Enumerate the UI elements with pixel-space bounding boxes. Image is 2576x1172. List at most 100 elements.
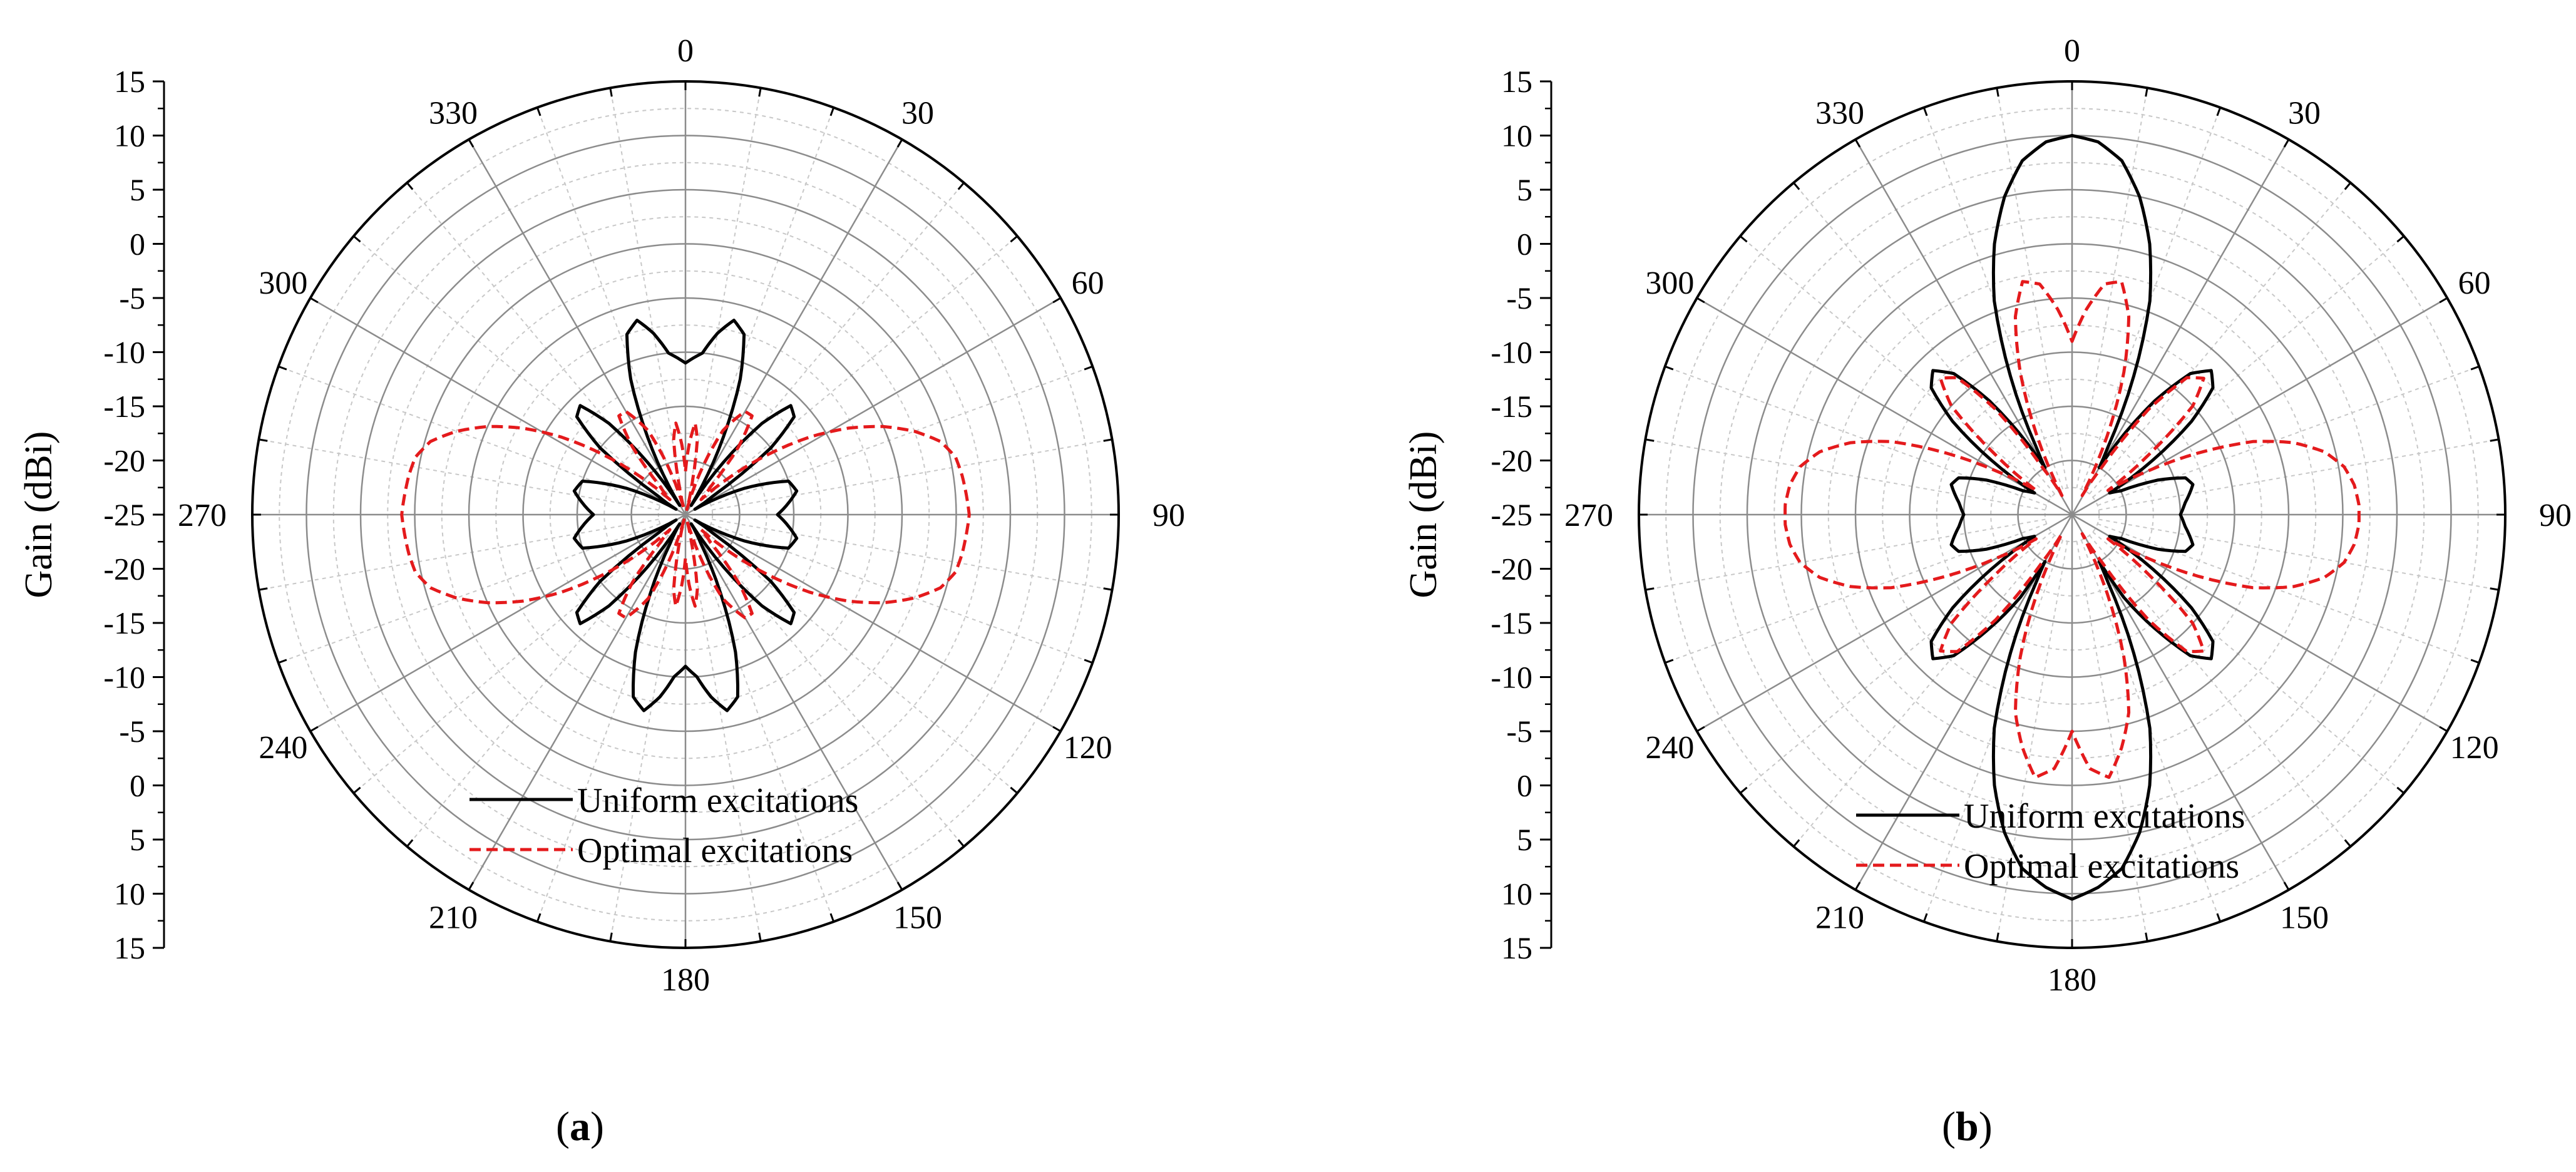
- minor-grid-spoke: [1740, 235, 2052, 498]
- minor-grid-spoke: [2098, 438, 2499, 511]
- major-grid-spoke: [685, 297, 1061, 516]
- minor-grid-spoke: [694, 107, 834, 490]
- angle-tick: [2490, 587, 2499, 591]
- angle-tick: [2396, 786, 2405, 794]
- angle-tick: [1084, 365, 1093, 371]
- caption-a: (a): [556, 1104, 604, 1149]
- major-grid-spoke: [2071, 139, 2290, 515]
- radial-tick-label: 10: [114, 118, 145, 153]
- radial-tick-label: 10: [114, 876, 145, 912]
- angle-label: 330: [1815, 95, 1864, 131]
- radial-tick-label: -15: [103, 605, 145, 640]
- angle-tick: [1010, 235, 1019, 243]
- angle-tick: [1739, 786, 1748, 794]
- major-grid-spoke: [2071, 513, 2448, 732]
- angle-tick: [957, 839, 965, 848]
- angle-tick: [1696, 297, 1705, 304]
- angle-tick: [2283, 138, 2290, 148]
- angle-tick: [1854, 882, 1861, 891]
- angle-tick: [2344, 839, 2351, 848]
- angle-label: 150: [893, 900, 942, 936]
- angle-label: 120: [2450, 730, 2499, 766]
- minor-grid-spoke: [2076, 541, 2148, 942]
- angle-tick: [758, 932, 762, 942]
- radial-tick-label: 0: [130, 227, 145, 262]
- minor-grid-spoke: [259, 438, 659, 511]
- y-axis-label: Gain (dBi): [1402, 431, 1445, 599]
- angle-label: 60: [1072, 265, 1104, 301]
- major-grid-spoke: [685, 513, 1061, 732]
- radial-tick-label: 15: [1501, 930, 1532, 965]
- angle-label: 30: [2288, 95, 2321, 131]
- angle-tick: [278, 365, 287, 371]
- minor-grid-spoke: [694, 540, 834, 922]
- minor-grid-spoke: [406, 535, 669, 847]
- angle-tick: [829, 913, 835, 922]
- angle-tick: [829, 107, 835, 116]
- caption-a-label: a: [569, 1104, 590, 1149]
- radial-tick-label: 10: [1501, 118, 1532, 153]
- angle-tick: [1103, 587, 1112, 591]
- minor-grid-spoke: [1645, 438, 2046, 511]
- major-grid-spoke: [468, 514, 687, 890]
- angle-label: 150: [2280, 900, 2329, 936]
- angle-tick: [406, 839, 414, 848]
- major-grid-spoke: [1696, 513, 2073, 732]
- radial-tick-label: -10: [1491, 660, 1532, 695]
- radial-tick-label: -10: [103, 660, 145, 695]
- radial-tick-label: 0: [1517, 768, 1532, 803]
- angle-tick: [2216, 913, 2222, 922]
- angle-tick: [278, 659, 287, 664]
- minor-grid-spoke: [353, 532, 665, 794]
- angle-label: 300: [259, 265, 307, 301]
- minor-grid-spoke: [1996, 541, 2068, 942]
- angle-tick: [352, 786, 361, 794]
- minor-grid-spoke: [1645, 518, 2046, 591]
- minor-grid-spoke: [1996, 88, 2068, 488]
- angle-tick: [309, 726, 319, 732]
- angle-tick: [406, 182, 414, 190]
- angle-tick: [352, 235, 361, 243]
- minor-grid-spoke: [2089, 182, 2351, 495]
- minor-grid-spoke: [702, 535, 965, 847]
- minor-grid-spoke: [609, 88, 682, 488]
- minor-grid-spoke: [2076, 88, 2148, 488]
- angle-tick: [1645, 587, 1655, 591]
- angle-tick: [2145, 88, 2148, 97]
- major-grid-spoke: [1854, 139, 2073, 515]
- minor-grid-spoke: [2092, 532, 2404, 794]
- angle-tick: [259, 587, 268, 591]
- legend-label: Optimal excitations: [1964, 847, 2239, 886]
- angle-tick: [896, 138, 903, 148]
- radial-tick-label: 0: [1517, 227, 1532, 262]
- major-grid-spoke: [2071, 297, 2448, 516]
- angle-tick: [1739, 235, 1748, 243]
- angle-label: 90: [2539, 498, 2572, 533]
- minor-grid-spoke: [712, 438, 1112, 511]
- radial-tick-label: -15: [1491, 605, 1532, 640]
- minor-grid-spoke: [2097, 366, 2480, 506]
- angle-tick: [468, 882, 475, 891]
- legend-label: Optimal excitations: [577, 831, 853, 870]
- minor-grid-spoke: [706, 532, 1018, 794]
- angle-tick: [1996, 932, 1999, 942]
- angle-label: 240: [259, 730, 307, 766]
- radial-tick-label: -10: [103, 335, 145, 370]
- angle-tick: [2145, 932, 2148, 942]
- angle-tick: [1922, 107, 1928, 116]
- radial-tick-label: 5: [1517, 172, 1532, 207]
- radial-tick-label: 5: [130, 172, 145, 207]
- minor-grid-spoke: [689, 541, 762, 942]
- minor-grid-spoke: [2098, 518, 2499, 591]
- angle-tick: [1103, 438, 1112, 442]
- major-grid-spoke: [310, 513, 686, 732]
- angle-tick: [1645, 438, 1655, 442]
- minor-grid-spoke: [1665, 366, 2047, 506]
- minor-grid-spoke: [1793, 535, 2055, 847]
- series-optimal-line: [1783, 280, 2361, 779]
- angle-tick: [896, 882, 903, 891]
- angle-tick: [1084, 659, 1093, 664]
- angle-tick: [1996, 88, 1999, 97]
- minor-grid-spoke: [609, 541, 682, 942]
- radial-tick-label: -15: [103, 389, 145, 424]
